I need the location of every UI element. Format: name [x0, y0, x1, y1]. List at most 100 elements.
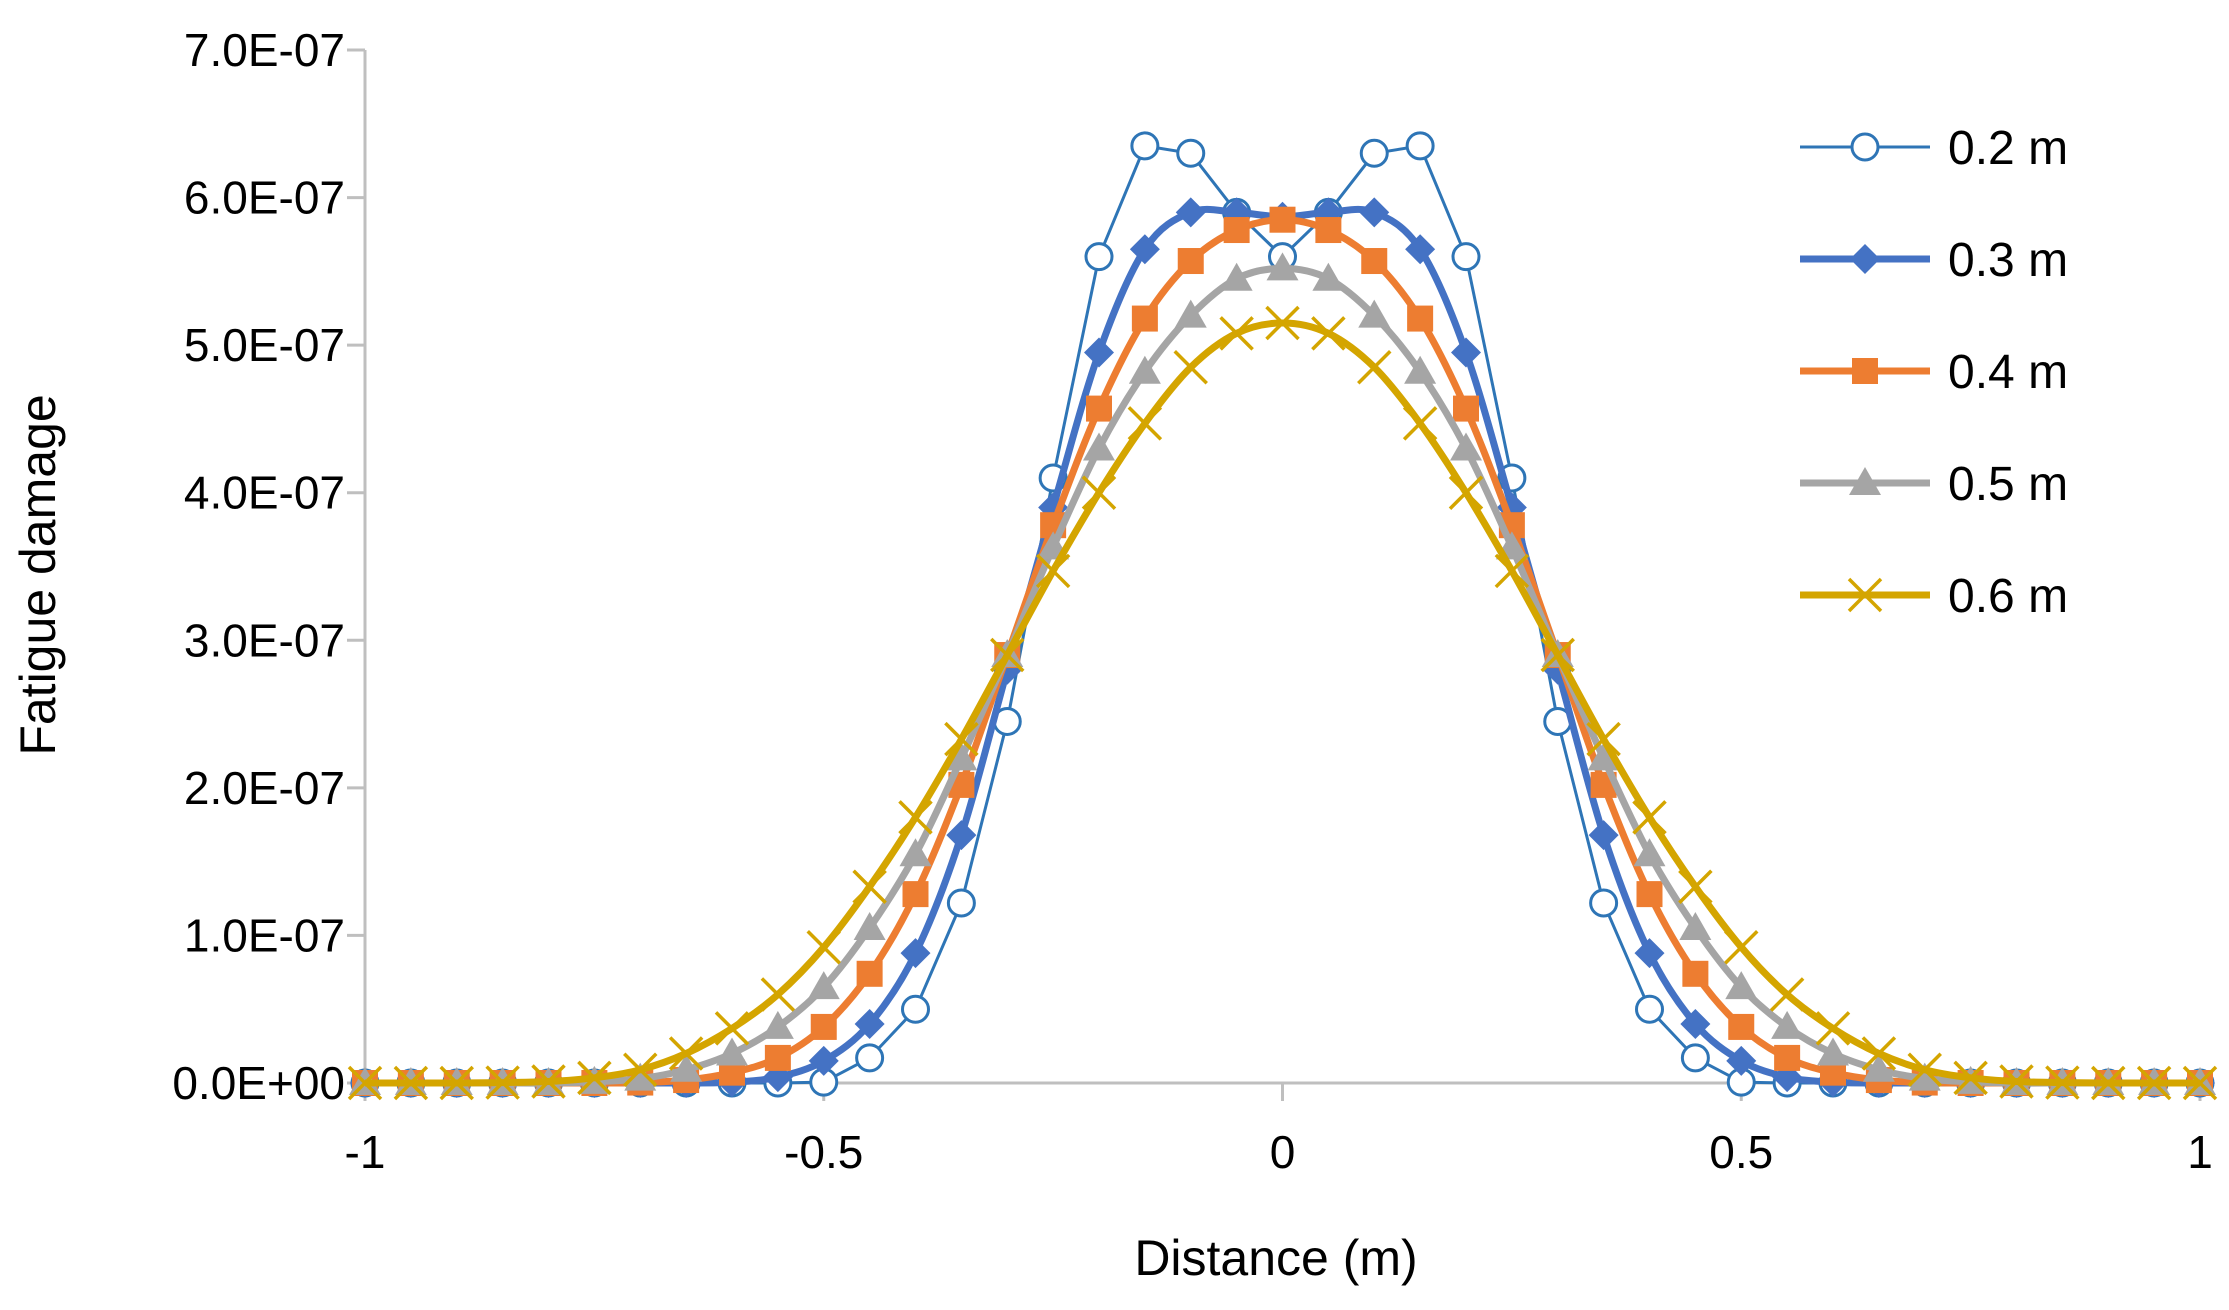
legend-marker	[1847, 577, 1883, 613]
legend-label: 0.4 m	[1948, 346, 2068, 399]
series-0-5-m	[349, 252, 2216, 1095]
legend-label: 0.2 m	[1948, 122, 2068, 175]
data-point	[1174, 299, 1207, 328]
series-line	[364, 264, 2200, 1087]
legend-item: 0.5 m	[1800, 458, 2068, 511]
data-point	[1086, 395, 1112, 422]
data-point	[1223, 217, 1250, 244]
data-point	[1176, 138, 1206, 168]
series-line	[364, 319, 2200, 1087]
y-tick-label: 7.0E-07	[184, 24, 345, 76]
data-point	[1953, 1060, 1988, 1096]
data-point	[1357, 350, 1392, 385]
legend-label: 0.6 m	[1948, 570, 2068, 623]
data-point	[2045, 1065, 2080, 1100]
data-point	[577, 1060, 612, 1096]
data-point	[1127, 406, 1163, 441]
data-point	[856, 960, 883, 987]
data-point	[1219, 316, 1254, 351]
y-tick-label: 6.0E-07	[184, 172, 345, 224]
data-point	[1636, 881, 1663, 908]
data-point	[1358, 299, 1391, 328]
data-point	[1359, 138, 1389, 168]
data-point	[1359, 197, 1390, 228]
data-point	[670, 1053, 703, 1082]
y-tick-label: 1.0E-07	[184, 909, 345, 961]
data-point	[1862, 1053, 1895, 1082]
legend-marker	[1850, 244, 1880, 274]
data-point	[899, 838, 932, 867]
data-point	[1774, 1044, 1801, 1071]
data-point	[1728, 1013, 1755, 1040]
data-point	[1407, 305, 1434, 332]
legend: 0.2 m 0.3 m 0.4 m 0.5 m 0.6 m	[1800, 122, 2068, 623]
data-point	[1081, 475, 1117, 510]
data-point	[1771, 1010, 1804, 1039]
data-point	[347, 1065, 383, 1101]
x-tick-label: 0	[1270, 1126, 1296, 1178]
data-point	[1680, 1043, 1710, 1073]
data-point	[716, 1037, 748, 1066]
data-point	[1679, 912, 1712, 941]
data-point	[439, 1065, 474, 1101]
data-point	[764, 1044, 791, 1071]
data-point	[808, 1045, 839, 1076]
data-point	[1815, 1011, 1851, 1046]
data-point	[1451, 337, 1481, 368]
data-point	[1726, 1045, 1757, 1076]
legend-label: 0.3 m	[1948, 234, 2068, 287]
data-point	[1173, 350, 1208, 385]
data-point	[1451, 242, 1481, 272]
series-line	[364, 205, 2200, 1087]
data-point	[623, 1052, 658, 1087]
data-point	[1908, 1062, 1941, 1091]
data-point	[624, 1062, 657, 1091]
data-point	[901, 994, 930, 1024]
x-tick-label: -1	[345, 1126, 386, 1178]
y-axis-title: Fatigue damage	[10, 394, 66, 755]
axes: 0.0E+00 1.0E-07 2.0E-07 3.0E-07 4.0E-07 5.0E-…	[172, 24, 2212, 1178]
data-point	[946, 888, 976, 918]
data-point	[1769, 977, 1805, 1012]
data-point	[714, 1011, 750, 1046]
legend-item: 0.4 m	[1800, 346, 2068, 399]
series-0-6-m	[347, 305, 2218, 1101]
data-point	[854, 1008, 885, 1039]
y-tick-label: 4.0E-07	[184, 467, 345, 519]
legend-marker	[1850, 132, 1880, 162]
data-point	[806, 929, 841, 965]
y-tick-label: 5.0E-07	[184, 319, 345, 371]
data-point	[1632, 800, 1667, 835]
data-point	[1035, 553, 1071, 589]
data-point	[1635, 994, 1664, 1024]
y-tick-label: 2.0E-07	[184, 762, 345, 814]
data-point	[1177, 248, 1204, 275]
data-point	[1588, 820, 1619, 851]
legend-marker	[1849, 467, 1881, 495]
data-point	[1129, 234, 1160, 265]
x-tick-label: -0.5	[784, 1126, 863, 1178]
data-point	[485, 1065, 520, 1100]
data-point	[807, 971, 840, 1000]
data-point	[1540, 637, 1575, 673]
data-point	[1269, 206, 1296, 233]
data-point	[1999, 1064, 2034, 1099]
legend-item: 0.6 m	[1800, 570, 2068, 623]
legend-item: 0.3 m	[1800, 234, 2068, 287]
data-point	[393, 1065, 429, 1101]
data-point	[1175, 197, 1206, 228]
data-point	[1680, 1008, 1711, 1039]
data-point	[902, 881, 929, 908]
data-point	[1450, 432, 1482, 461]
data-point	[1861, 1036, 1897, 1071]
data-point	[1402, 406, 1438, 441]
legend-marker	[1852, 358, 1878, 384]
data-point	[1587, 742, 1620, 771]
data-point	[1404, 355, 1437, 384]
data-point	[1405, 234, 1436, 265]
data-point	[852, 869, 887, 904]
data-point	[1083, 432, 1115, 461]
data-point	[761, 1010, 794, 1039]
data-point	[1315, 217, 1342, 244]
